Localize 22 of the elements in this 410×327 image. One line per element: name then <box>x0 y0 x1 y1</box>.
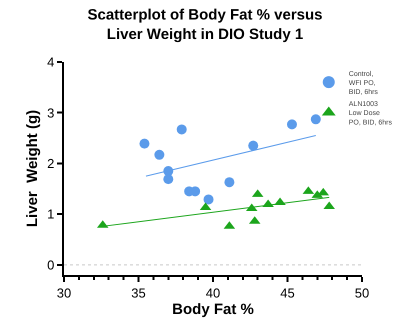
y-tick-label: 3 <box>47 105 54 120</box>
y-tick-label: 2 <box>47 156 54 171</box>
point <box>176 124 187 134</box>
x-tick-label: 40 <box>206 286 220 301</box>
x-tick-label: 30 <box>56 286 72 301</box>
x-axis-title: Body Fat % <box>172 301 254 318</box>
y-tick-label: 0 <box>47 257 54 272</box>
point <box>310 114 321 124</box>
x-tick-label: 35 <box>131 286 146 301</box>
point <box>163 174 174 184</box>
point <box>286 119 297 130</box>
point <box>224 177 234 188</box>
point <box>248 140 258 151</box>
point <box>154 150 164 160</box>
y-tick-label: 1 <box>47 206 54 222</box>
point <box>204 194 214 204</box>
chart-title: Scatterplot of Body Fat % versus Liver Weight in DIO Study 1 <box>87 6 323 44</box>
y-tick-label: 4 <box>47 54 54 70</box>
point <box>139 138 150 149</box>
x-tick-label: 50 <box>354 286 370 301</box>
y-axis-title: Liver Weight (g) <box>24 110 41 228</box>
x-tick-label: 45 <box>280 286 295 301</box>
